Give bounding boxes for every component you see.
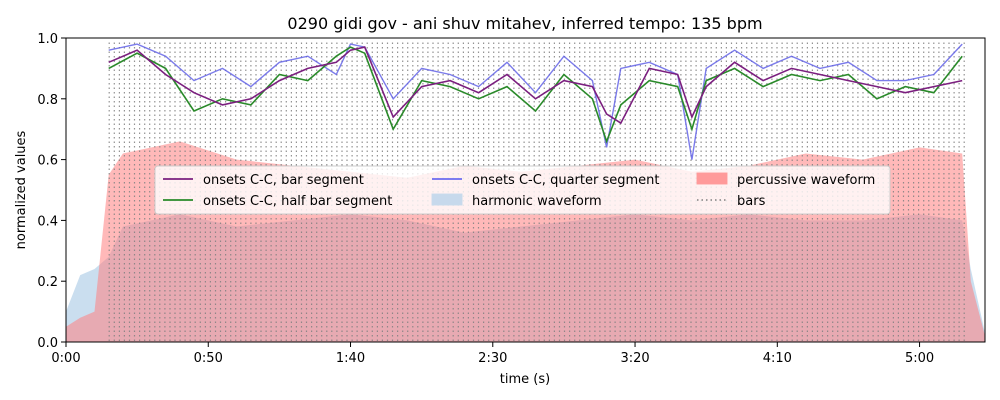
legend-marker <box>696 172 728 185</box>
series-bar-segment <box>108 46 963 125</box>
legend-label: onsets C-C, half bar segment <box>203 194 392 209</box>
y-tick-label: 0.0 <box>37 336 58 351</box>
x-tick-label: 1:40 <box>336 351 365 366</box>
y-tick-label: 0.2 <box>37 275 58 290</box>
legend-label: onsets C-C, quarter segment <box>472 173 659 188</box>
x-tick-label: 3:20 <box>620 351 649 366</box>
x-tick-label: 0:00 <box>51 351 80 366</box>
y-axis-label: normalized values <box>14 130 29 249</box>
legend-label: percussive waveform <box>737 173 875 188</box>
y-tick-label: 1.0 <box>37 32 58 47</box>
chart-title: 0290 gidi gov - ani shuv mitahev, inferr… <box>287 14 762 33</box>
series-quarter-segment <box>108 43 963 160</box>
y-tick-label: 0.4 <box>37 214 58 229</box>
plot-frame <box>65 37 986 343</box>
legend: onsets C-C, bar segment onsets C-C, half … <box>154 165 891 215</box>
x-axis-label: time (s) <box>500 372 550 387</box>
legend-label: bars <box>737 194 766 209</box>
x-tick-label: 2:30 <box>478 351 507 366</box>
legend-marker <box>431 193 463 206</box>
y-tick-label: 0.6 <box>37 154 58 169</box>
series-half-bar-segment <box>108 46 963 144</box>
x-tick-label: 4:10 <box>763 351 792 366</box>
y-tick-label: 0.8 <box>37 93 58 108</box>
x-tick-label: 5:00 <box>905 351 934 366</box>
legend-label: onsets C-C, bar segment <box>203 173 364 188</box>
legend-label: harmonic waveform <box>472 194 602 209</box>
x-tick-label: 0:50 <box>194 351 223 366</box>
axes: 0:00 0:50 1:40 2:30 3:20 4:10 5:00 0.0 0.2 0.4 0.6… <box>37 32 986 366</box>
